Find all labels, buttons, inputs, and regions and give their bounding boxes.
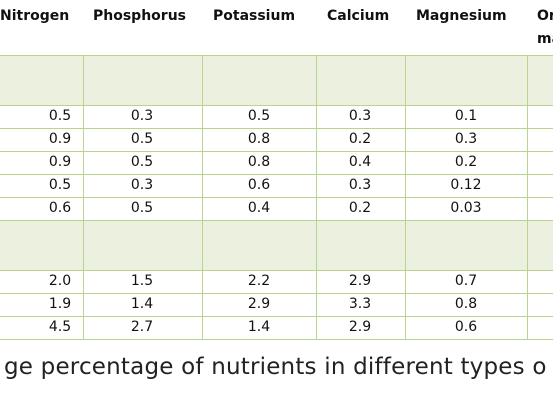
cell: 2.9 <box>348 319 372 335</box>
group-row <box>0 55 553 105</box>
cell: 2.9 <box>348 273 372 289</box>
cell: 2.2 <box>247 273 271 289</box>
cell: 0.1 <box>454 108 478 124</box>
cell: 0.8 <box>247 131 271 147</box>
cell: 1.4 <box>247 319 271 335</box>
cell: 0.3 <box>130 177 154 193</box>
row-border <box>0 55 553 56</box>
column-header: Nitrogen <box>0 8 70 24</box>
row-border <box>0 339 553 340</box>
cell: 0.2 <box>348 200 372 216</box>
cell: 0.3 <box>348 177 372 193</box>
row-border <box>0 128 553 129</box>
cell: 2.9 <box>247 296 271 312</box>
column-header: Phosphorus <box>93 8 186 24</box>
cell: 2.0 <box>48 273 72 289</box>
column-header: Calcium <box>327 8 390 24</box>
column-border <box>527 55 528 339</box>
column-header: Potassium <box>213 8 296 24</box>
row-border <box>0 316 553 317</box>
column-border <box>405 55 406 339</box>
cell: 0.6 <box>247 177 271 193</box>
cell: 0.3 <box>348 108 372 124</box>
cell: 4.5 <box>48 319 72 335</box>
column-border <box>83 55 84 339</box>
cell: 1.5 <box>130 273 154 289</box>
cell: 1.9 <box>48 296 72 312</box>
cell: 0.5 <box>247 108 271 124</box>
column-header: Magnesium <box>416 8 507 24</box>
cell: 0.3 <box>130 108 154 124</box>
cell: 0.4 <box>247 200 271 216</box>
row-border <box>0 197 553 198</box>
cell: 3.3 <box>348 296 372 312</box>
cell: 0.5 <box>48 108 72 124</box>
cell: 0.3 <box>454 131 478 147</box>
cell: 0.6 <box>48 200 72 216</box>
caption: ge percentage of nutrients in different … <box>4 354 547 380</box>
column-border <box>202 55 203 339</box>
cell: 0.2 <box>348 131 372 147</box>
cell: 0.5 <box>130 200 154 216</box>
column-border <box>316 55 317 339</box>
row-border <box>0 220 553 221</box>
cell: 0.03 <box>450 200 482 216</box>
cell: 0.5 <box>130 131 154 147</box>
row-border <box>0 105 553 106</box>
cell: 0.8 <box>454 296 478 312</box>
row-border <box>0 293 553 294</box>
row-border <box>0 270 553 271</box>
cell: 0.7 <box>454 273 478 289</box>
group-row <box>0 220 553 270</box>
cell: 0.4 <box>348 154 372 170</box>
cell: 0.5 <box>130 154 154 170</box>
cell: 2.7 <box>130 319 154 335</box>
cell: 0.6 <box>454 319 478 335</box>
cell: 0.2 <box>454 154 478 170</box>
cell: 0.12 <box>450 177 482 193</box>
column-header: Or ma <box>537 8 553 47</box>
row-border <box>0 151 553 152</box>
row-border <box>0 174 553 175</box>
cell: 0.9 <box>48 154 72 170</box>
cell: 0.8 <box>247 154 271 170</box>
cell: 0.9 <box>48 131 72 147</box>
cell: 1.4 <box>130 296 154 312</box>
cell: 0.5 <box>48 177 72 193</box>
